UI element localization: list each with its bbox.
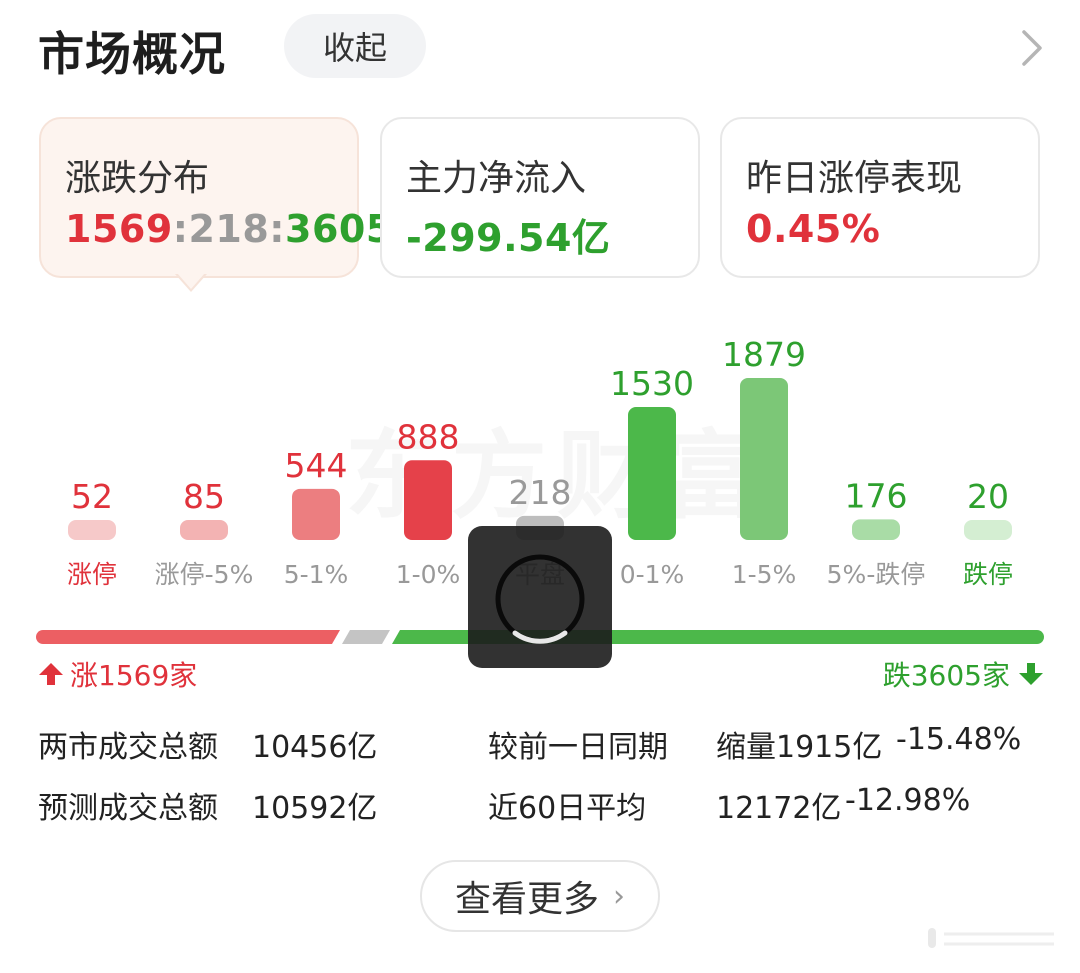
- flat-distribution-bar: [342, 630, 390, 644]
- category-label: 跌停: [963, 560, 1013, 589]
- separator: :: [269, 207, 285, 251]
- collapse-button[interactable]: 收起: [284, 14, 426, 78]
- bar-value-label: 20: [967, 477, 1009, 516]
- bar-value-label: 1530: [610, 364, 694, 403]
- card-value: -299.54亿: [406, 216, 611, 260]
- bar-value-label: 85: [183, 477, 225, 516]
- loading-overlay: [468, 526, 612, 668]
- bar-value-label: 544: [285, 446, 348, 485]
- card-yesterday-limit-up[interactable]: 昨日涨停表现 0.45%: [720, 117, 1040, 278]
- bar-8: [964, 520, 1012, 540]
- chevron-right-icon[interactable]: [1016, 28, 1046, 68]
- total-turnover-label: 两市成交总额: [38, 730, 218, 765]
- up-total-label: 涨1569家: [38, 654, 197, 694]
- bar-7: [852, 519, 900, 540]
- compare-percent: -15.48%: [896, 722, 1022, 757]
- bar-5: [628, 406, 676, 540]
- bar-2: [292, 488, 340, 540]
- down-total-text: 跌3605家: [882, 659, 1010, 692]
- category-label: 涨停-5%: [155, 560, 254, 589]
- header: 市场概况 收起: [0, 0, 1080, 100]
- bar-value-label: 176: [845, 476, 908, 515]
- bar-3: [404, 460, 452, 540]
- down-count: 3605: [285, 207, 393, 251]
- bar-0: [68, 520, 116, 540]
- separator: :: [172, 207, 189, 251]
- avg-60-value: 12172亿: [716, 791, 842, 826]
- bar-value-label: 888: [397, 417, 460, 456]
- card-label: 涨跌分布: [65, 158, 210, 199]
- total-turnover-value: 10456亿: [252, 730, 378, 765]
- up-total-text: 涨1569家: [70, 659, 198, 692]
- forecast-turnover-label: 预测成交总额: [38, 791, 218, 826]
- category-label: 0-1%: [620, 560, 685, 589]
- card-label: 昨日涨停表现: [746, 158, 963, 199]
- card-rise-fall-distribution[interactable]: 涨跌分布 1569:218:3605: [39, 117, 392, 278]
- flat-count: 218: [188, 207, 270, 251]
- view-more-button[interactable]: 查看更多 ›: [420, 860, 660, 932]
- watermark-lines-icon: [928, 928, 1054, 948]
- card-label: 主力净流入: [406, 158, 587, 199]
- bar-value-label: 218: [509, 473, 572, 512]
- arrow-up-icon: [39, 663, 63, 685]
- category-label: 5%-跌停: [827, 560, 926, 589]
- chevron-right-icon: ›: [613, 878, 625, 914]
- category-label: 涨停: [67, 560, 117, 589]
- card-pointer-inner: [177, 273, 205, 289]
- avg-60-label: 近60日平均: [488, 791, 647, 826]
- category-label: 1-0%: [396, 560, 461, 589]
- up-distribution-bar: [36, 630, 340, 644]
- compare-value: 缩量1915亿: [716, 730, 883, 765]
- bar-6: [740, 378, 788, 540]
- category-label: 1-5%: [732, 560, 797, 589]
- down-total-label: 跌3605家: [883, 654, 1044, 694]
- bar-value-label: 1879: [722, 335, 806, 374]
- compare-label: 较前一日同期: [488, 730, 668, 765]
- card-value: 0.45%: [746, 207, 881, 251]
- arrow-down-icon: [1019, 663, 1043, 685]
- loading-spinner-icon: [495, 554, 585, 644]
- forecast-turnover-value: 10592亿: [252, 791, 378, 826]
- page-title: 市场概况: [38, 27, 226, 81]
- category-label: 5-1%: [284, 560, 349, 589]
- avg-60-percent: -12.98%: [845, 783, 971, 818]
- bar-1: [180, 520, 228, 540]
- card-value: 1569:218:3605: [65, 207, 393, 251]
- up-count: 1569: [65, 207, 173, 251]
- card-main-net-inflow[interactable]: 主力净流入 -299.54亿: [380, 117, 700, 278]
- view-more-label: 查看更多: [454, 879, 599, 920]
- bar-value-label: 52: [71, 477, 113, 516]
